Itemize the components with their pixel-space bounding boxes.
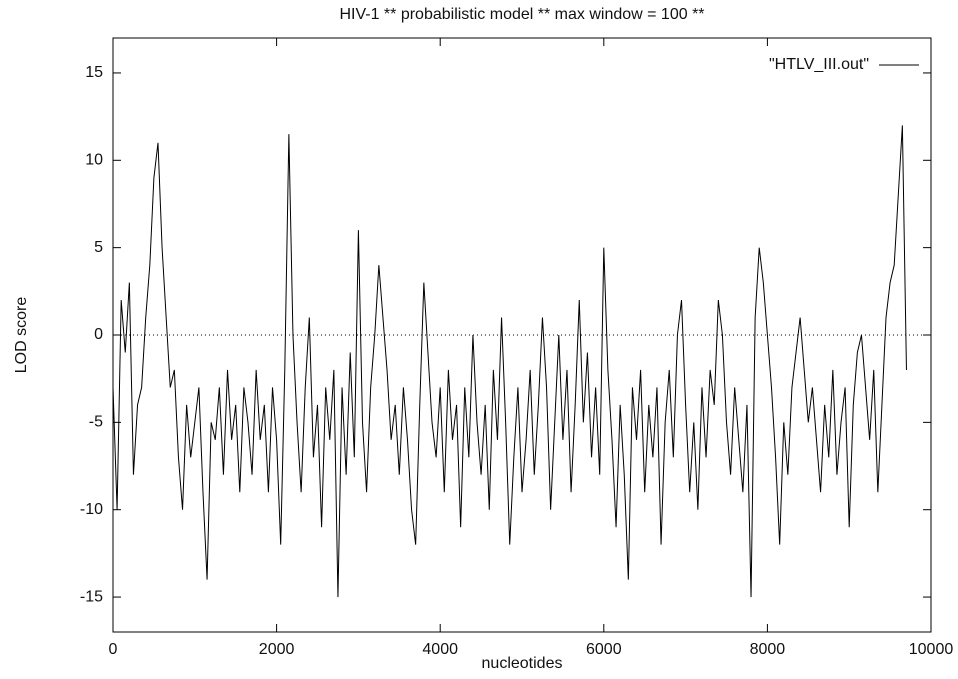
y-tick-label: 10 xyxy=(85,152,103,169)
y-tick-label: -15 xyxy=(80,588,103,605)
x-tick-label: 4000 xyxy=(422,641,458,658)
y-tick-label: -5 xyxy=(89,414,103,431)
y-tick-label: 0 xyxy=(94,326,103,343)
y-tick-label: 15 xyxy=(85,64,103,81)
x-tick-label: 6000 xyxy=(586,641,622,658)
x-tick-label: 8000 xyxy=(750,641,786,658)
x-tick-label: 0 xyxy=(109,641,118,658)
legend-label: "HTLV_III.out" xyxy=(769,56,869,73)
y-axis-label: LOD score xyxy=(13,297,30,374)
data-line xyxy=(112,125,907,598)
x-axis-label: nucleotides xyxy=(482,655,563,672)
x-tick-label: 2000 xyxy=(259,641,295,658)
chart-title: HIV-1 ** probabilistic model ** max wind… xyxy=(339,6,704,23)
y-tick-label: -10 xyxy=(80,501,103,518)
x-tick-label: 10000 xyxy=(909,641,954,658)
y-tick-label: 5 xyxy=(94,239,103,256)
